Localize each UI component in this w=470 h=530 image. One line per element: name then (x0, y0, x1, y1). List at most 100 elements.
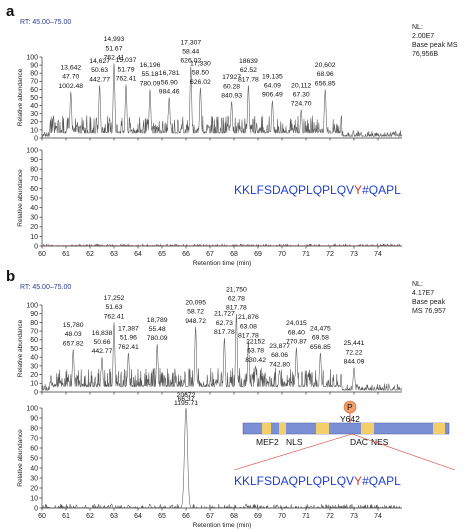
zoom-line-right (351, 433, 456, 471)
y-tick-label: 100 (26, 302, 38, 309)
peak-label: 20,602 68.96 656.85 (315, 62, 336, 87)
y-tick-label: 80 (30, 425, 38, 432)
peak-label: 18,789 55.48 780.09 (147, 317, 168, 342)
x-tick-label: 70 (278, 251, 286, 258)
nl-line: NL: (412, 281, 423, 288)
x-tick-label: 66 (182, 251, 190, 258)
nl-line: 2.00E7 (412, 33, 434, 40)
domain-block (279, 423, 286, 434)
y-tick-label: 70 (30, 329, 38, 336)
zoom-line-left (233, 433, 353, 471)
domain-label-nes: NES (371, 437, 389, 447)
y-tick-label: 10 (30, 234, 38, 241)
y-tick-label: 60 (30, 337, 38, 344)
x-tick-label: 64 (134, 513, 142, 520)
x-tick-label: 69 (254, 251, 262, 258)
nl-line: MS 76,957 (412, 308, 446, 315)
y-tick-label: 30 (30, 215, 38, 222)
domain-block (433, 423, 445, 434)
domain-label-nls: NLS (286, 437, 303, 447)
peak-label: 15,037 51.79 762.41 (116, 57, 137, 82)
peak-label: 21,876 63.08 817.78 (238, 314, 259, 339)
chromatogram-b-bottom: 0 10 20 30 40 50 60 70 80 90 100 60 61 62 63 64 65 66 67 68… (17, 392, 403, 529)
x-tick-label: 66 (182, 513, 190, 520)
peak-label: 20672 66.37 1195.71 (174, 392, 198, 407)
y-tick-label: 100 (26, 54, 38, 61)
x-tick-label: 65 (158, 251, 166, 258)
peak-label: 21,750 62.78 817.78 (226, 286, 247, 311)
peak-label: 20,095 58.72 948.72 (185, 299, 206, 324)
site-label: Y642 (340, 414, 360, 424)
peak-label: 24,015 68.40 770.87 (286, 320, 307, 345)
sequence-b: KKLFSDAQPLQPLQVY#QAPL (234, 474, 401, 488)
y-tick-label: 10 (30, 495, 38, 502)
y-tick-label: 10 (30, 127, 38, 134)
y-tick-label: 70 (30, 435, 38, 442)
y-tick-label: 20 (30, 485, 38, 492)
x-tick-label: 74 (374, 251, 382, 258)
x-axis-label: Retention time (min) (193, 522, 252, 529)
y-tick-label: 60 (30, 87, 38, 94)
chromatogram-trace (41, 407, 403, 510)
x-tick-label: 63 (110, 251, 118, 258)
y-tick-label: 90 (30, 63, 38, 70)
y-axis-label: Relative abundance (17, 319, 24, 377)
y-tick-label: 0 (34, 505, 38, 512)
phospho-symbol: P (347, 402, 353, 412)
y-tick-label: 60 (30, 445, 38, 452)
y-tick-label: 30 (30, 475, 38, 482)
peak-label: 14,993 51.67 762.41 (104, 36, 125, 61)
peak-label: 17927 60.28 840.93 (221, 74, 242, 99)
y-tick-label: 20 (30, 224, 38, 231)
peak-label: 17,387 51.96 762.41 (118, 325, 139, 350)
y-tick-label: 50 (30, 455, 38, 462)
peak-label: 19,135 64.09 906.49 (262, 73, 283, 98)
peak-label: 25,441 72.22 844.09 (344, 340, 365, 365)
y-tick-label: 50 (30, 346, 38, 353)
y-tick-label: 30 (30, 111, 38, 118)
protein-bar (242, 422, 450, 435)
y-tick-label: 0 (34, 389, 38, 396)
y-tick-label: 40 (30, 465, 38, 472)
peak-label: 22152 63.78 830.42 (245, 339, 266, 364)
sequence-b-after: #QAPL (362, 474, 401, 488)
peak-label: 15,780 48.03 657.82 (63, 322, 84, 347)
peak-label: 16,196 55.18 780.09 (140, 62, 161, 87)
peak-label: 16,838 50.66 442.77 (92, 330, 113, 355)
y-tick-label: 10 (30, 381, 38, 388)
chromatogram-trace (41, 242, 403, 248)
peak-label: 18639 62.52 817.78 (238, 58, 259, 83)
y-tick-label: 40 (30, 103, 38, 110)
x-tick-label: 67 (206, 251, 214, 258)
peak-label: 17,330 58.50 626.02 (190, 60, 211, 85)
y-axis-label: Relative abundance (17, 68, 24, 126)
sequence-b-before: KKLFSDAQPLQPLQV (234, 474, 354, 488)
peak-label: 24,475 69.58 656.85 (310, 325, 331, 350)
x-tick-label: 68 (230, 251, 238, 258)
rt-range-b: RT: 45.00–75.00 (20, 284, 71, 291)
x-tick-label: 73 (350, 251, 358, 258)
x-tick-label: 72 (326, 513, 334, 520)
y-tick-label: 100 (26, 405, 38, 412)
x-tick-label: 68 (230, 513, 238, 520)
x-tick-label: 61 (62, 251, 70, 258)
x-tick-label: 62 (86, 513, 94, 520)
peak-label: 14,627 50.63 442.77 (89, 58, 110, 83)
peak-label: 23,877 68.06 742.80 (269, 343, 290, 368)
x-tick-label: 62 (86, 251, 94, 258)
protein-domain-schematic: P Y642 MEF2 NLS DAC NES (233, 400, 456, 471)
x-tick-label: 67 (206, 513, 214, 520)
x-tick-label: 73 (350, 513, 358, 520)
peak-label: 17,307 58.44 626.02 (180, 39, 201, 64)
x-tick-label: 71 (302, 251, 310, 258)
y-tick-label: 40 (30, 205, 38, 212)
nl-line: 76,956B (412, 51, 438, 58)
peak-label: 17,252 51.63 762.41 (104, 295, 125, 320)
y-tick-label: 70 (30, 176, 38, 183)
x-tick-label: 63 (110, 513, 118, 520)
y-tick-label: 50 (30, 195, 38, 202)
sequence-a-after: #QAPL (362, 183, 401, 197)
nl-line: Base peak MS (412, 42, 458, 49)
